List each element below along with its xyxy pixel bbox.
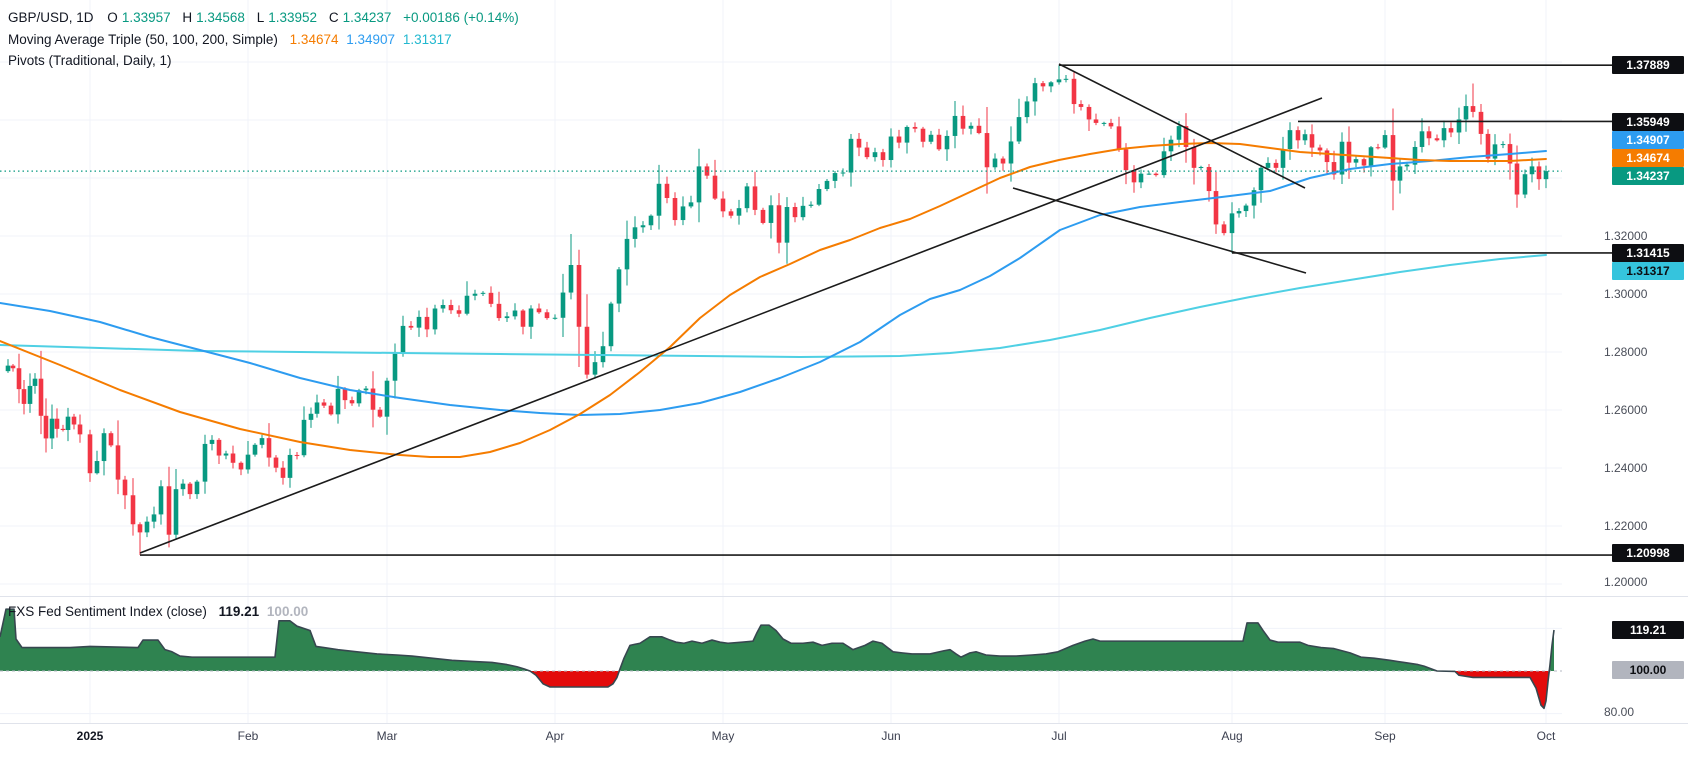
pivots-indicator-header[interactable]: Pivots (Traditional, Daily, 1) (8, 53, 176, 68)
time-label-May[interactable]: May (711, 729, 735, 743)
ohlc-high: H 1.34568 (182, 10, 245, 25)
time-label-Aug[interactable]: Aug (1221, 729, 1243, 743)
price-tick: 1.24000 (1604, 461, 1648, 475)
ohlc-close: C 1.34237 (328, 10, 392, 25)
time-label-Jul[interactable]: Jul (1051, 729, 1067, 743)
time-label-2025[interactable]: 2025 (76, 729, 104, 743)
time-axis-separator (0, 723, 1688, 724)
sentiment-label-100.00: 100.00 (1612, 661, 1684, 679)
price-label-1.31317: 1.31317 (1612, 262, 1684, 280)
price-label-1.34674: 1.34674 (1612, 149, 1684, 167)
ohlc-open: O 1.33957 (107, 10, 171, 25)
time-label-Sep[interactable]: Sep (1374, 729, 1396, 743)
change-value: +0.00186 (+0.14%) (403, 10, 519, 25)
time-label-Oct[interactable]: Oct (1536, 729, 1556, 743)
sentiment-indicator-header[interactable]: FXS Fed Sentiment Index (close) 119.21 1… (8, 604, 312, 619)
time-label-Apr[interactable]: Apr (545, 729, 565, 743)
price-label-1.20998: 1.20998 (1612, 544, 1684, 562)
sentiment-tick: 80.00 (1604, 705, 1635, 719)
sentiment-label-119.21: 119.21 (1612, 621, 1684, 639)
ma100-value: 1.34907 (346, 32, 396, 47)
sentiment-indicator-title[interactable]: FXS Fed Sentiment Index (close) (8, 604, 207, 619)
price-tick: 1.22000 (1604, 519, 1648, 533)
price-label-1.34237: 1.34237 (1612, 167, 1684, 185)
price-label-1.35949: 1.35949 (1612, 113, 1684, 131)
pivots-indicator-title[interactable]: Pivots (Traditional, Daily, 1) (8, 53, 172, 68)
ma50-value: 1.34674 (289, 32, 339, 47)
price-tick: 1.30000 (1604, 287, 1648, 301)
time-label-Feb[interactable]: Feb (237, 729, 259, 743)
ma200-value: 1.31317 (402, 32, 452, 47)
price-tick: 1.20000 (1604, 575, 1648, 589)
symbol-header[interactable]: GBP/USD, 1D O 1.33957 H 1.34568 L 1.33952 C… (8, 10, 523, 25)
ma-indicator-title[interactable]: Moving Average Triple (50, 100, 200, Sim… (8, 32, 278, 47)
price-label-1.31415: 1.31415 (1612, 244, 1684, 262)
time-label-Jun[interactable]: Jun (881, 729, 901, 743)
price-label-1.34907: 1.34907 (1612, 131, 1684, 149)
sentiment-baseline-value: 100.00 (266, 604, 309, 619)
price-tick: 1.32000 (1604, 229, 1648, 243)
price-label-1.37889: 1.37889 (1612, 56, 1684, 74)
price-tick: 1.28000 (1604, 345, 1648, 359)
sentiment-value: 119.21 (218, 604, 260, 619)
pane-separator[interactable] (0, 596, 1688, 597)
ohlc-low: L 1.33952 (256, 10, 318, 25)
price-tick: 1.26000 (1604, 403, 1648, 417)
ma-indicator-header[interactable]: Moving Average Triple (50, 100, 200, Sim… (8, 32, 456, 47)
symbol-title[interactable]: GBP/USD, 1D (8, 10, 94, 25)
time-label-Mar[interactable]: Mar (376, 729, 398, 743)
